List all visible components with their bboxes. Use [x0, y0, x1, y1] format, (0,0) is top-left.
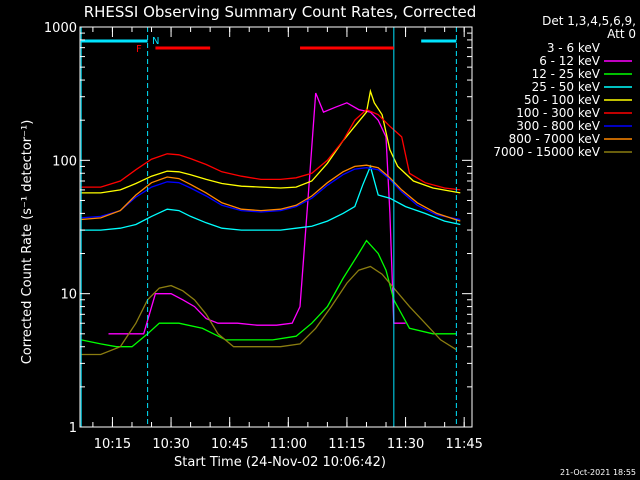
- series-line-0: [146, 106, 402, 428]
- x-axis: 10:15 10:30 10:45 11:00 11:15 11:30 11:45: [92, 27, 483, 452]
- chart-title: RHESSI Observing Summary Count Rates, Co…: [84, 3, 477, 21]
- x-tick-label-6: 11:45: [445, 437, 482, 452]
- x-tick-label-5: 11:30: [387, 437, 424, 452]
- flag-label-f: F: [136, 44, 142, 55]
- y-tick-label-1: 10: [60, 288, 77, 303]
- legend-header-line-1: Det 1,3,4,5,6,9,: [542, 14, 636, 28]
- x-axis-label: Start Time (24-Nov-02 10:06:42): [174, 455, 386, 470]
- legend-label-0: 3 - 6 keV: [547, 41, 601, 55]
- footer-date: 21-Oct-2021 18:55: [560, 468, 636, 477]
- series-line-8: [81, 265, 457, 356]
- series-layer: [81, 88, 461, 428]
- series-line-1: [108, 92, 406, 335]
- legend-label-5: 100 - 300 keV: [516, 106, 600, 120]
- y-axis-label: Corrected Count Rate (s⁻¹ detector⁻¹): [20, 120, 35, 365]
- legend-label-3: 25 - 50 keV: [532, 80, 601, 94]
- series-line-7: [81, 164, 461, 222]
- plot-frame: [79, 26, 473, 428]
- legend-label-1: 6 - 12 keV: [539, 54, 601, 68]
- y-tick-label-3: 1000: [44, 21, 77, 36]
- series-line-6: [81, 167, 461, 221]
- series-line-3: [81, 164, 461, 231]
- y-axis: 1 10 100 1000: [44, 21, 472, 436]
- legend-label-4: 50 - 100 keV: [524, 93, 601, 107]
- series-line-2: [81, 239, 457, 348]
- series-line-4: [81, 88, 461, 194]
- x-tick-label-0: 10:15: [94, 437, 131, 452]
- flags-layer: FN: [80, 27, 457, 427]
- y-tick-label-2: 100: [52, 154, 77, 169]
- x-tick-label-3: 11:00: [270, 437, 307, 452]
- legend-label-6: 300 - 800 keV: [516, 119, 600, 133]
- series-line-5: [81, 108, 461, 191]
- legend-label-2: 12 - 25 keV: [532, 67, 601, 81]
- legend-label-8: 7000 - 15000 keV: [493, 145, 600, 159]
- flag-label-n: N: [152, 36, 159, 47]
- legend-label-7: 800 - 7000 keV: [509, 132, 601, 146]
- y-tick-label-0: 1: [69, 421, 77, 436]
- x-tick-label-2: 10:45: [211, 437, 248, 452]
- x-tick-label-4: 11:15: [328, 437, 365, 452]
- x-tick-label-1: 10:30: [152, 437, 189, 452]
- legend-header-line-2: Att 0: [607, 27, 636, 41]
